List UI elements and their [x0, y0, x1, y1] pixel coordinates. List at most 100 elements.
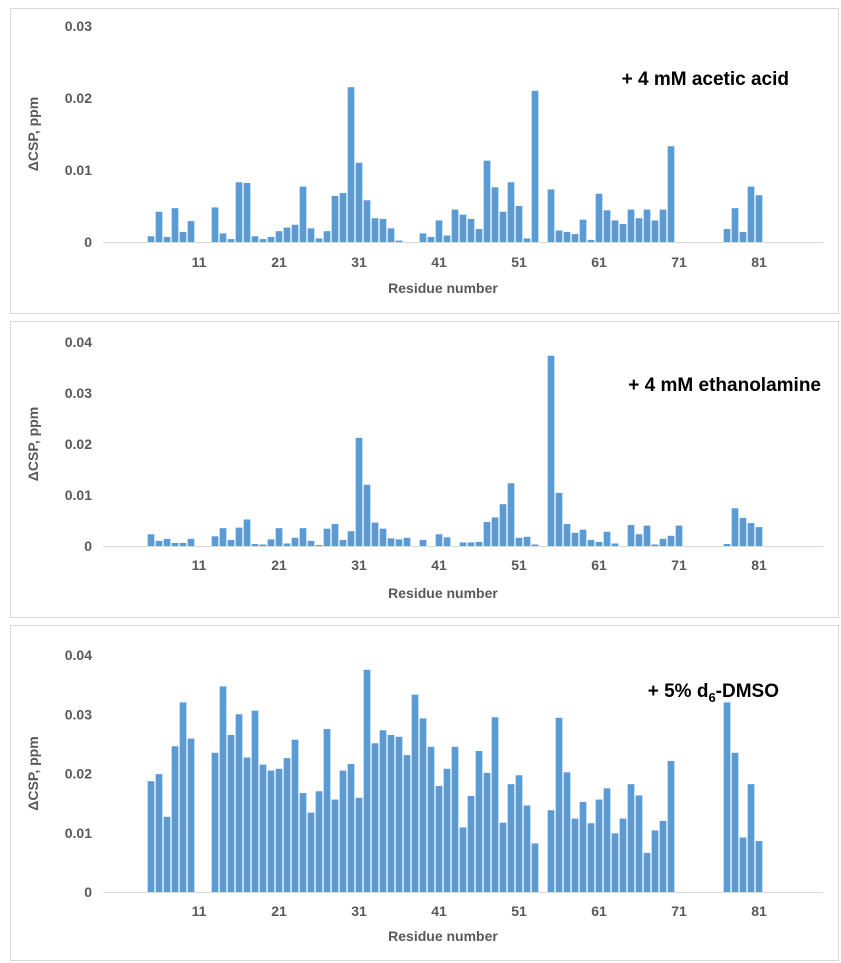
x-tick-label: 71	[671, 557, 687, 573]
bar-residue-27	[323, 729, 331, 892]
bar-residue-7	[163, 538, 171, 546]
bar-residue-36	[395, 736, 403, 892]
bar-residue-18	[251, 543, 259, 546]
bar-residue-55	[547, 810, 555, 892]
condition-label: + 4 mM acetic acid	[622, 69, 789, 90]
bar-residue-19	[259, 239, 267, 242]
bar-residue-47	[483, 160, 491, 242]
bar-residue-48	[491, 517, 499, 546]
bar-residue-52	[523, 536, 531, 546]
bar-residue-81	[755, 195, 763, 242]
bar-residue-56	[555, 492, 563, 546]
bar-residue-32	[363, 484, 371, 546]
bar-residue-43	[451, 209, 459, 242]
bar-chart-ethanolamine: 0 0.01 0.02 0.03 0.04 11 21 31 41 51 61 71 81 Residue…	[25, 334, 823, 601]
x-tick-label: 31	[351, 557, 367, 573]
bar-residue-53	[531, 90, 539, 242]
bar-residue-16	[235, 182, 243, 242]
bar-residue-35	[387, 734, 395, 892]
bar-residue-39	[419, 233, 427, 242]
bar-residue-66	[635, 218, 643, 242]
x-tick-label: 51	[511, 254, 527, 270]
bar-residue-13	[211, 536, 219, 546]
bar-residue-19	[259, 764, 267, 892]
bar-residue-24	[299, 793, 307, 892]
bar-residue-81	[755, 841, 763, 892]
bar-residue-23	[291, 224, 299, 242]
bar-residue-56	[555, 717, 563, 892]
condition-label: + 5% d6-DMSO	[648, 681, 779, 705]
x-tick-label: 61	[591, 254, 607, 270]
bar-residue-43	[451, 746, 459, 892]
bar-residue-21	[275, 528, 283, 546]
bar-residue-52	[523, 238, 531, 242]
y-tick-label: 0.04	[65, 334, 92, 350]
bar-residue-37	[403, 755, 411, 892]
x-tick-label: 71	[671, 254, 687, 270]
bar-residue-39	[419, 539, 427, 546]
bar-residue-9	[179, 702, 187, 892]
y-tick-label: 0	[84, 884, 92, 900]
bar-residue-63	[611, 833, 619, 892]
bar-residue-57	[563, 524, 571, 546]
bar-residue-21	[275, 231, 283, 242]
condition-label-subscript: 6	[708, 690, 715, 705]
bar-residue-46	[475, 750, 483, 892]
bar-residue-6	[155, 774, 163, 892]
bar-residue-65	[627, 525, 635, 546]
bar-residue-69	[659, 820, 667, 892]
bar-residue-45	[467, 218, 475, 242]
x-tick-label: 51	[511, 903, 527, 919]
x-axis-title: Residue number	[388, 585, 498, 601]
bar-residue-60	[587, 539, 595, 546]
bar-residue-14	[219, 528, 227, 546]
bar-residue-27	[323, 231, 331, 242]
bar-residue-58	[571, 532, 579, 546]
bar-residue-68	[651, 830, 659, 892]
bar-residue-37	[403, 537, 411, 546]
bar-residue-5	[147, 781, 155, 892]
y-tick-label: 0.03	[65, 706, 92, 722]
x-tick-label: 21	[271, 254, 287, 270]
bar-residue-64	[619, 224, 627, 242]
bar-residue-53	[531, 843, 539, 892]
bar-residue-7	[163, 236, 171, 242]
bar-residue-60	[587, 239, 595, 242]
bar-residue-35	[387, 538, 395, 546]
bar-residue-53	[531, 544, 539, 546]
bar-residue-59	[579, 529, 587, 546]
bar-residue-68	[651, 544, 659, 546]
bar-residue-20	[267, 236, 275, 242]
x-tick-label: 31	[351, 254, 367, 270]
bar-residue-20	[267, 770, 275, 892]
x-tick-label: 51	[511, 557, 527, 573]
bar-residue-44	[459, 827, 467, 892]
bar-residue-44	[459, 542, 467, 546]
y-axis-title: ΔCSP, ppm	[25, 97, 41, 171]
y-tick-label: 0.02	[65, 90, 92, 106]
bar-residue-46	[475, 541, 483, 546]
bar-chart-acetic-acid: 0 0.01 0.02 0.03 11 21 31 41 51 61 71 81 Residue num…	[25, 18, 823, 296]
bar-residue-34	[379, 528, 387, 546]
bar-residue-25	[307, 228, 315, 242]
y-tick-label: 0	[84, 538, 92, 554]
bar-residue-78	[731, 208, 739, 242]
bar-residue-70	[667, 535, 675, 546]
bar-residue-79	[739, 231, 747, 242]
bar-residue-78	[731, 752, 739, 892]
bar-residue-28	[331, 799, 339, 892]
bar-residue-49	[499, 822, 507, 892]
bar-residue-30	[347, 764, 355, 892]
bar-residue-79	[739, 517, 747, 546]
chart-panel-ethanolamine: 0 0.01 0.02 0.03 0.04 11 21 31 41 51 61 71 81 Residue…	[10, 321, 839, 618]
bar-residue-38	[411, 694, 419, 892]
bar-residue-60	[587, 823, 595, 892]
bar-residue-36	[395, 240, 403, 242]
y-tick-label: 0.02	[65, 436, 92, 452]
bar-residue-13	[211, 752, 219, 892]
bar-residue-81	[755, 527, 763, 546]
bar-residue-9	[179, 542, 187, 546]
bar-residue-62	[603, 210, 611, 242]
bar-residue-69	[659, 209, 667, 242]
bar-residue-61	[595, 541, 603, 546]
